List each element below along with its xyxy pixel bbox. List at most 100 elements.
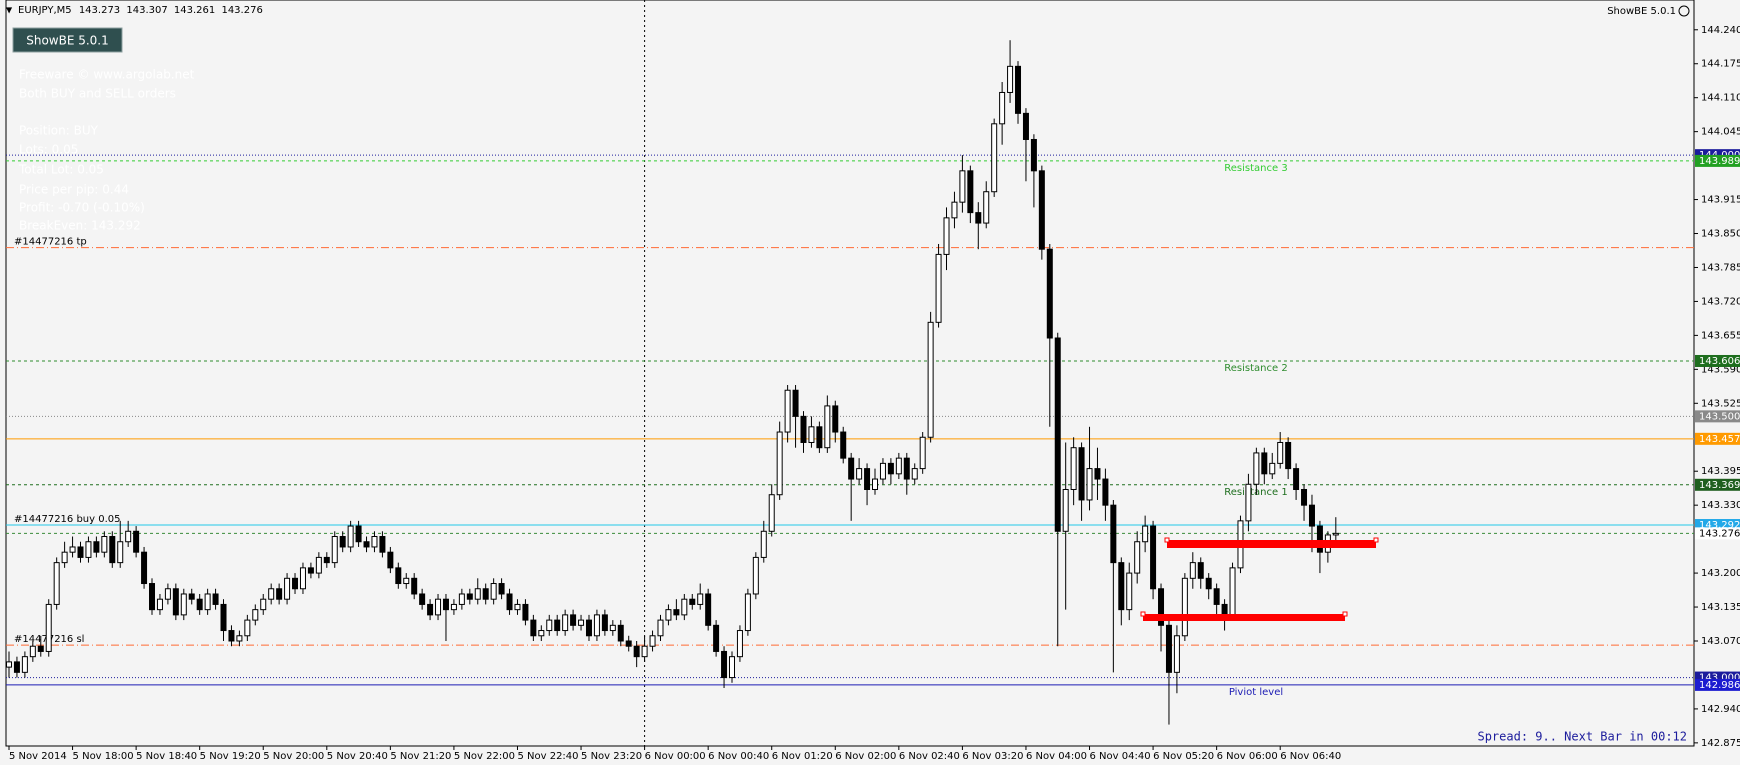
zone[interactable] bbox=[1167, 540, 1376, 548]
panel-line: Lots: 0.05 bbox=[19, 143, 78, 157]
header-high: 143.307 bbox=[126, 5, 167, 16]
candle-body bbox=[1213, 588, 1220, 605]
candle-body bbox=[45, 603, 52, 652]
level-text: #14477216 tp bbox=[14, 237, 87, 248]
handle[interactable] bbox=[1140, 611, 1146, 617]
x-tick-label: 5 Nov 23:20 bbox=[581, 751, 642, 762]
status-text: Spread: 9.. Next Bar in 00:12 bbox=[1477, 730, 1687, 744]
candle-body bbox=[1316, 525, 1323, 553]
plot-area bbox=[5, 0, 1695, 747]
header: EURJPY,M5 143.273 143.307 143.261 143.27… bbox=[18, 5, 263, 16]
candle-body bbox=[260, 598, 267, 611]
candle-body bbox=[307, 567, 314, 574]
candle-body bbox=[681, 598, 688, 616]
candle-body bbox=[268, 588, 275, 600]
y-tick-label: 143.330 bbox=[1701, 500, 1740, 511]
header-low: 143.261 bbox=[174, 5, 215, 16]
candle-body bbox=[228, 630, 235, 642]
candle-body bbox=[1150, 525, 1157, 590]
candle-body bbox=[1293, 468, 1300, 490]
y-tick-label: 144.175 bbox=[1701, 59, 1740, 70]
candle-body bbox=[649, 635, 656, 647]
handle[interactable] bbox=[1164, 537, 1170, 543]
candle-body bbox=[514, 603, 521, 611]
x-tick-label: 5 Nov 22:40 bbox=[517, 751, 578, 762]
candle-body bbox=[1285, 441, 1292, 470]
candle-body bbox=[1221, 603, 1228, 616]
x-tick-label: 5 Nov 20:00 bbox=[263, 751, 324, 762]
candle-body bbox=[959, 170, 966, 203]
candle-body bbox=[744, 593, 751, 632]
y-tick-label: 143.720 bbox=[1701, 296, 1740, 307]
candle-body bbox=[1110, 504, 1117, 564]
level-price-label: 143.000 bbox=[1699, 673, 1740, 684]
button-bg[interactable] bbox=[12, 27, 123, 53]
button[interactable]: ShowBE 5.0.1 bbox=[12, 27, 123, 53]
y-tick-label: 143.785 bbox=[1701, 262, 1740, 273]
candle-body bbox=[395, 567, 402, 585]
level-text: Resistance 3 bbox=[1224, 163, 1287, 174]
candle-body bbox=[1245, 483, 1252, 522]
candle-body bbox=[204, 593, 211, 611]
candle-body bbox=[713, 624, 720, 652]
handle[interactable] bbox=[1342, 611, 1348, 617]
candle-body bbox=[1070, 447, 1077, 490]
candle-body bbox=[927, 321, 934, 438]
candle-body bbox=[379, 536, 386, 553]
level-price-label: 142.986 bbox=[1699, 680, 1740, 691]
panel-line: Both BUY and SELL orders bbox=[19, 87, 176, 101]
candle-body bbox=[133, 530, 140, 553]
candle-body bbox=[776, 431, 783, 496]
y-tick-label: 144.045 bbox=[1701, 127, 1740, 138]
candle-body bbox=[1165, 624, 1172, 673]
candle-body bbox=[879, 462, 886, 480]
candle-body bbox=[625, 640, 632, 647]
candle-body bbox=[1118, 562, 1125, 611]
panel-line: Freeware © www.argolab.net bbox=[19, 68, 195, 82]
candle-body bbox=[1269, 462, 1276, 475]
candle-body bbox=[824, 405, 831, 449]
candle-body bbox=[617, 624, 624, 642]
axes: 144.240 144.175 144.110 144.045 143.915 143.8… bbox=[8, 25, 1740, 762]
candle-body bbox=[1197, 562, 1204, 579]
candle-body bbox=[506, 593, 513, 611]
info-panel: Freeware © www.argolab.net Both BUY and S… bbox=[18, 68, 195, 233]
x-tick-label: 5 Nov 21:20 bbox=[390, 751, 451, 762]
candle-body bbox=[721, 650, 728, 679]
candle-body bbox=[1205, 577, 1212, 590]
x-tick-label: 5 Nov 19:20 bbox=[200, 751, 261, 762]
candle-body bbox=[864, 468, 871, 490]
y-tick-label: 143.850 bbox=[1701, 229, 1740, 240]
candle-body bbox=[252, 609, 259, 621]
candle-body bbox=[728, 656, 735, 679]
candle-body bbox=[1253, 452, 1260, 485]
x-tick-label: 6 Nov 05:20 bbox=[1153, 751, 1214, 762]
y-tick-label: 143.655 bbox=[1701, 330, 1740, 341]
zone[interactable] bbox=[1143, 614, 1345, 621]
candle-body bbox=[975, 212, 982, 224]
candle-body bbox=[1046, 248, 1053, 339]
candle-body bbox=[37, 645, 44, 652]
level-text: Piviot level bbox=[1229, 687, 1283, 698]
candle-body bbox=[403, 577, 410, 585]
candle-body bbox=[69, 546, 76, 553]
candle-body bbox=[895, 457, 902, 475]
candle-body bbox=[1301, 488, 1308, 506]
candle-body bbox=[991, 123, 998, 193]
level-price-label: 143.369 bbox=[1699, 480, 1740, 491]
x-tick-label: 5 Nov 18:00 bbox=[73, 751, 134, 762]
panel-line: Position: BUY bbox=[19, 124, 99, 138]
menu-arrow[interactable]: ▼ bbox=[6, 6, 13, 15]
candle-body bbox=[1158, 588, 1165, 626]
level-price-label: 143.276 bbox=[1699, 528, 1740, 539]
x-tick-label: 5 Nov 2014 bbox=[9, 751, 67, 762]
x-tick-label: 6 Nov 04:00 bbox=[1026, 751, 1087, 762]
candle-body bbox=[53, 562, 60, 605]
candle-body bbox=[244, 619, 251, 637]
candle-body bbox=[1007, 65, 1014, 93]
candle-body bbox=[1078, 447, 1085, 501]
button-label[interactable]: ShowBE 5.0.1 bbox=[26, 34, 109, 48]
level-price-box bbox=[1695, 478, 1740, 491]
level-price-box bbox=[1695, 410, 1740, 423]
handle[interactable] bbox=[1373, 537, 1379, 543]
